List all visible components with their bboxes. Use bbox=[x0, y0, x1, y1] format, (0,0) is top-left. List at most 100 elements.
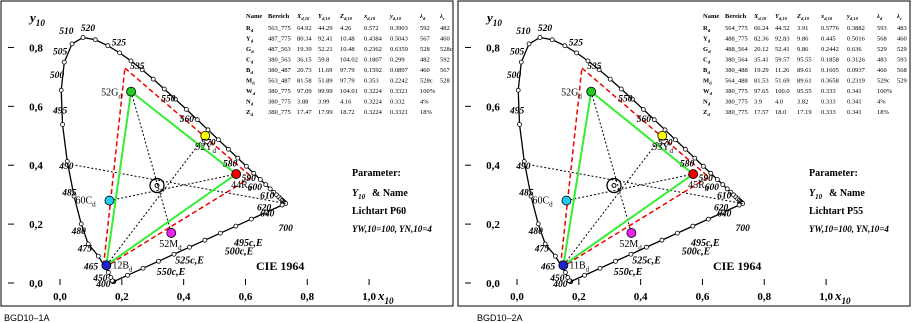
dotted-line bbox=[590, 91, 632, 234]
locus-marker bbox=[106, 270, 111, 275]
table-header-cell: Yd,10 bbox=[775, 13, 788, 21]
locus-marker bbox=[58, 87, 64, 93]
table-cell: 0.3224 bbox=[364, 99, 383, 106]
table-cell: Yd bbox=[246, 36, 254, 44]
data-point-52g bbox=[586, 86, 597, 97]
locus-marker bbox=[720, 182, 726, 188]
data-point-label: 60Cd bbox=[75, 196, 96, 209]
data-point-60c bbox=[104, 195, 115, 206]
locus-marker bbox=[682, 146, 688, 152]
y-tick-label: 0,8 bbox=[486, 42, 500, 54]
table-cell: 380_775 bbox=[725, 99, 748, 106]
wavelength-label: 525c,E bbox=[175, 255, 204, 266]
table-cell: 0.4384 bbox=[364, 36, 383, 43]
wavelength-label: 550c,E bbox=[614, 267, 643, 278]
table-cell: 44.52 bbox=[775, 25, 790, 32]
data-point-44r bbox=[231, 169, 242, 179]
table-cell: 0.333 bbox=[821, 88, 836, 95]
table-cell: 380_775 bbox=[268, 99, 291, 106]
locus-marker bbox=[708, 170, 714, 176]
table-cell: 0.445 bbox=[821, 36, 836, 43]
locus-marker bbox=[92, 37, 98, 43]
wavelength-label: 400 bbox=[552, 280, 568, 290]
locus-marker bbox=[700, 163, 706, 169]
purple-line-marker bbox=[628, 251, 634, 257]
table-cell: 4.16 bbox=[340, 99, 352, 106]
params-line1-rest: & Name bbox=[829, 188, 865, 199]
y-tick-label: 0,0 bbox=[29, 278, 43, 290]
locus-marker bbox=[574, 50, 580, 56]
wavelength-label: 490 bbox=[58, 162, 74, 172]
table-cell: 89.61 bbox=[797, 67, 812, 74]
data-point-label: 52Gd bbox=[561, 88, 582, 101]
table-cell: 100% bbox=[877, 88, 893, 95]
locus-marker bbox=[257, 177, 263, 182]
locus-marker bbox=[585, 58, 591, 64]
locus-marker bbox=[515, 87, 521, 93]
table-cell: 567 bbox=[440, 67, 451, 74]
locus-marker bbox=[673, 137, 678, 143]
table-cell: 0.1858 bbox=[821, 57, 839, 64]
table-cell: 567 bbox=[420, 36, 431, 43]
table-cell: Wd bbox=[703, 88, 713, 96]
locus-marker bbox=[728, 189, 734, 195]
table-cell: 528 bbox=[420, 46, 430, 53]
table-cell: 20.73 bbox=[297, 67, 312, 74]
table-cell: 488_775 bbox=[725, 36, 748, 43]
table-header-cell: Bereich bbox=[725, 13, 747, 20]
wavelength-label: 500 bbox=[507, 71, 522, 81]
table-cell: 0.3882 bbox=[847, 25, 865, 32]
wavelength-label: 510 bbox=[516, 27, 531, 37]
table-cell: 51.89 bbox=[318, 78, 333, 85]
x-tick-label: 0,8 bbox=[300, 291, 314, 303]
table-cell: Zd bbox=[703, 109, 710, 117]
x-tick-label: 0,6 bbox=[696, 291, 710, 303]
locus-marker bbox=[161, 86, 167, 92]
table-cell: 0.572 bbox=[364, 25, 379, 32]
table-cell: 81.53 bbox=[754, 78, 769, 85]
chart-frame bbox=[0, 0, 454, 307]
data-point-45r bbox=[688, 169, 699, 179]
x-tick-label: 0,8 bbox=[757, 291, 771, 303]
locus-marker bbox=[651, 117, 657, 123]
table-cell: 0.341 bbox=[847, 99, 862, 106]
table-cell: 529 bbox=[897, 78, 907, 85]
wavelength-label: 640 bbox=[260, 209, 275, 219]
wavelength-label: 505 bbox=[53, 47, 68, 57]
locus-marker bbox=[216, 137, 221, 143]
white-point-center bbox=[154, 183, 160, 189]
locus-marker bbox=[61, 59, 67, 65]
wavelength-label: 480 bbox=[71, 227, 87, 237]
params-line1: Y10 bbox=[352, 188, 366, 201]
x-axis-label: x10 bbox=[834, 288, 851, 306]
purple-line-marker bbox=[279, 202, 285, 208]
table-header-cell: λd bbox=[419, 13, 426, 21]
dotted-line bbox=[130, 91, 172, 234]
table-header-cell: Zd,10 bbox=[339, 13, 353, 21]
locus-marker bbox=[537, 35, 543, 40]
table-cell: 564_488 bbox=[725, 78, 748, 85]
wavelength-label: 525 bbox=[112, 39, 127, 49]
y-tick-label: 0,4 bbox=[486, 160, 500, 172]
table-cell: Yd bbox=[703, 36, 711, 44]
chart-frame bbox=[457, 0, 911, 307]
locus-marker bbox=[235, 155, 241, 161]
purple-line-marker bbox=[690, 223, 696, 229]
locus-marker bbox=[542, 241, 548, 247]
table-cell: 568 bbox=[897, 67, 907, 74]
table-cell: 99.99 bbox=[318, 88, 333, 95]
purple-line-marker bbox=[613, 258, 618, 264]
table-cell: 10.48 bbox=[340, 36, 355, 43]
dotted-line bbox=[566, 173, 694, 202]
x-tick-label: 0,2 bbox=[115, 291, 129, 303]
x-tick-label: 0,2 bbox=[572, 291, 586, 303]
table-cell: 460 bbox=[440, 36, 450, 43]
table-cell: 0.3903 bbox=[390, 25, 408, 32]
locus-marker bbox=[172, 96, 178, 102]
table-cell: 36.15 bbox=[297, 57, 312, 64]
table-header-cell: λc bbox=[439, 13, 445, 21]
table-cell: 4% bbox=[877, 99, 886, 106]
table-cell: Zd bbox=[246, 109, 253, 117]
green-gamut-triangle bbox=[105, 89, 238, 268]
